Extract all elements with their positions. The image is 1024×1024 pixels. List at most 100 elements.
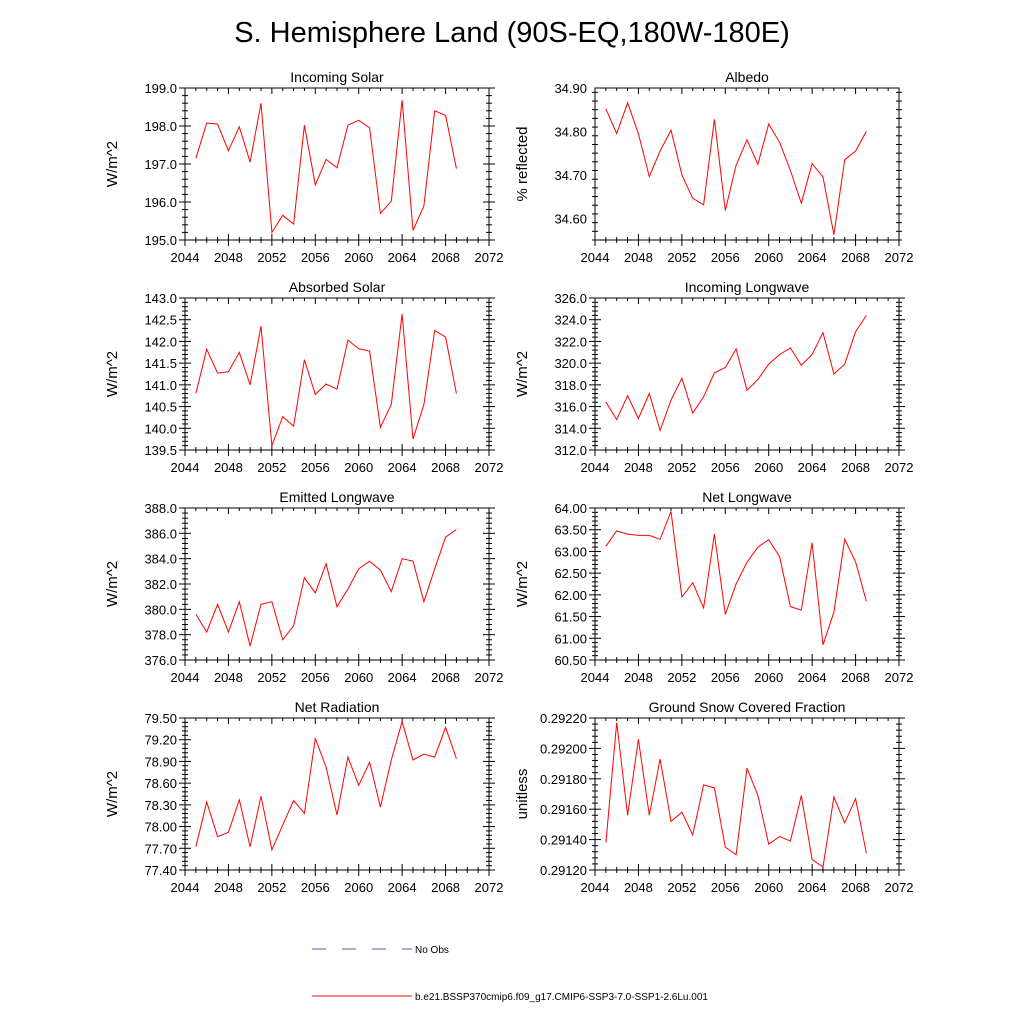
chart-5-series-line <box>195 529 457 647</box>
chart-4-xtick-label: 2056 <box>711 460 740 475</box>
chart-7-series-line <box>195 719 457 852</box>
chart-5-ytick-label: 376.0 <box>144 653 177 668</box>
chart-4-ytick-label: 326.0 <box>554 291 587 306</box>
chart-7-ytick-label: 78.00 <box>144 820 177 835</box>
chart-7-ytick-label: 77.40 <box>144 863 177 878</box>
chart-3-frame <box>184 297 490 451</box>
figure-title: S. Hemisphere Land (90S-EQ,180W-180E) <box>234 17 790 49</box>
legend-label-model-run: b.e21.BSSP370cmip6.f09_g17.CMIP6-SSP3-7.… <box>415 992 708 1003</box>
chart-8-xtick-label: 2044 <box>581 880 610 895</box>
chart-3-series-line <box>195 314 457 446</box>
chart-3-xtick-label: 2044 <box>171 460 200 475</box>
chart-8-ytick-label: 0.29180 <box>540 772 587 787</box>
chart-2-xtick-label: 2060 <box>754 250 783 265</box>
chart-6-ytick-label: 62.00 <box>554 588 587 603</box>
chart-4: Incoming Longwave W/m^2 2044 2048 2052 2056 20… <box>514 279 913 475</box>
chart-6-ytick-label: 63.00 <box>554 544 587 559</box>
chart-3: Absorbed Solar W/m^2 2044 2048 2052 2056 2060 2… <box>104 279 503 475</box>
chart-5-ytick-label: 388.0 <box>144 501 177 516</box>
chart-1-frame <box>184 87 490 241</box>
chart-3-xtick-label: 2072 <box>475 460 504 475</box>
chart-4-ylabel: W/m^2 <box>514 351 531 397</box>
chart-6-xtick-label: 2056 <box>711 670 740 685</box>
chart-3-ytick-label: 142.5 <box>144 313 177 328</box>
chart-7-ytick-label: 79.50 <box>144 711 177 726</box>
chart-2-frame <box>594 87 900 241</box>
chart-3-ytick-label: 140.5 <box>144 400 177 415</box>
chart-3-xtick-label: 2068 <box>431 460 460 475</box>
chart-7-xtick-label: 2048 <box>214 880 243 895</box>
chart-2-ylabel: % reflected <box>514 126 531 201</box>
chart-8-frame <box>594 717 900 871</box>
chart-8-title: Ground Snow Covered Fraction <box>649 699 846 715</box>
chart-5-xtick-label: 2048 <box>214 670 243 685</box>
chart-6-frame <box>594 507 900 661</box>
chart-4-ytick-label: 320.0 <box>554 356 587 371</box>
chart-5-ylabel: W/m^2 <box>104 561 121 607</box>
chart-4-xtick-label: 2068 <box>841 460 870 475</box>
chart-4-xtick-label: 2052 <box>667 460 696 475</box>
chart-1-xtick-label: 2060 <box>344 250 373 265</box>
chart-5-xtick-label: 2052 <box>257 670 286 685</box>
chart-5-ytick-label: 386.0 <box>144 526 177 541</box>
chart-7-ylabel: W/m^2 <box>104 771 121 817</box>
chart-4-xtick-label: 2072 <box>885 460 914 475</box>
chart-8-ylabel: unitless <box>514 769 531 820</box>
chart-1-title: Incoming Solar <box>290 69 384 85</box>
chart-7-ytick-label: 78.30 <box>144 798 177 813</box>
chart-8-xtick-label: 2060 <box>754 880 783 895</box>
chart-1-series-line <box>195 100 457 234</box>
chart-7-ytick-label: 78.60 <box>144 776 177 791</box>
chart-3-title: Absorbed Solar <box>289 279 386 295</box>
chart-1-xtick-label: 2044 <box>171 250 200 265</box>
chart-6-ytick-label: 61.00 <box>554 631 587 646</box>
chart-5-xtick-label: 2064 <box>388 670 417 685</box>
chart-8-ytick-label: 0.29220 <box>540 711 587 726</box>
chart-7-xtick-label: 2056 <box>301 880 330 895</box>
chart-7-ytick-label: 78.90 <box>144 754 177 769</box>
chart-panels: Incoming Solar W/m^2 2044 2048 2052 2056 2060 2… <box>104 69 913 895</box>
chart-1-xtick-label: 2064 <box>388 250 417 265</box>
chart-4-series-line <box>605 315 867 433</box>
chart-6-xtick-label: 2064 <box>798 670 827 685</box>
chart-7-xtick-label: 2044 <box>171 880 200 895</box>
chart-1-ytick-label: 196.0 <box>144 195 177 210</box>
chart-8-ytick-label: 0.29200 <box>540 741 587 756</box>
chart-1-ytick-label: 195.0 <box>144 233 177 248</box>
chart-5-xtick-label: 2068 <box>431 670 460 685</box>
chart-3-ytick-label: 139.5 <box>144 443 177 458</box>
chart-4-frame <box>594 297 900 451</box>
legend: No Obs b.e21.BSSP370cmip6.f09_g17.CMIP6-… <box>312 945 708 1003</box>
chart-3-xtick-label: 2060 <box>344 460 373 475</box>
chart-3-ytick-label: 143.0 <box>144 291 177 306</box>
chart-8-xtick-label: 2064 <box>798 880 827 895</box>
chart-6: Net Longwave W/m^2 2044 2048 2052 2056 2060 206… <box>514 489 913 685</box>
chart-6-xtick-label: 2068 <box>841 670 870 685</box>
chart-2: Albedo % reflected 2044 2048 2052 2056 2060 206… <box>514 69 913 265</box>
chart-8-xtick-label: 2048 <box>624 880 653 895</box>
chart-7-frame <box>184 717 490 871</box>
legend-entry-no-obs: No Obs <box>312 945 449 956</box>
chart-2-xtick-label: 2052 <box>667 250 696 265</box>
chart-4-ytick-label: 322.0 <box>554 334 587 349</box>
chart-1-xtick-label: 2052 <box>257 250 286 265</box>
chart-3-ticks <box>179 297 495 456</box>
chart-2-title: Albedo <box>725 69 769 85</box>
chart-1-xtick-label: 2068 <box>431 250 460 265</box>
chart-7-xtick-label: 2064 <box>388 880 417 895</box>
chart-2-ytick-label: 34.80 <box>554 124 587 139</box>
chart-6-ylabel: W/m^2 <box>514 561 531 607</box>
chart-8-xtick-label: 2052 <box>667 880 696 895</box>
chart-6-ytick-label: 60.50 <box>554 653 587 668</box>
legend-label-no-obs: No Obs <box>415 945 449 956</box>
chart-8-xtick-label: 2072 <box>885 880 914 895</box>
chart-6-xtick-label: 2044 <box>581 670 610 685</box>
chart-3-ytick-label: 142.0 <box>144 334 177 349</box>
chart-4-xtick-label: 2048 <box>624 460 653 475</box>
chart-5-frame <box>184 507 490 661</box>
chart-6-series-line <box>605 511 867 645</box>
chart-4-title: Incoming Longwave <box>685 279 810 295</box>
chart-1-xtick-label: 2056 <box>301 250 330 265</box>
chart-2-xtick-label: 2072 <box>885 250 914 265</box>
